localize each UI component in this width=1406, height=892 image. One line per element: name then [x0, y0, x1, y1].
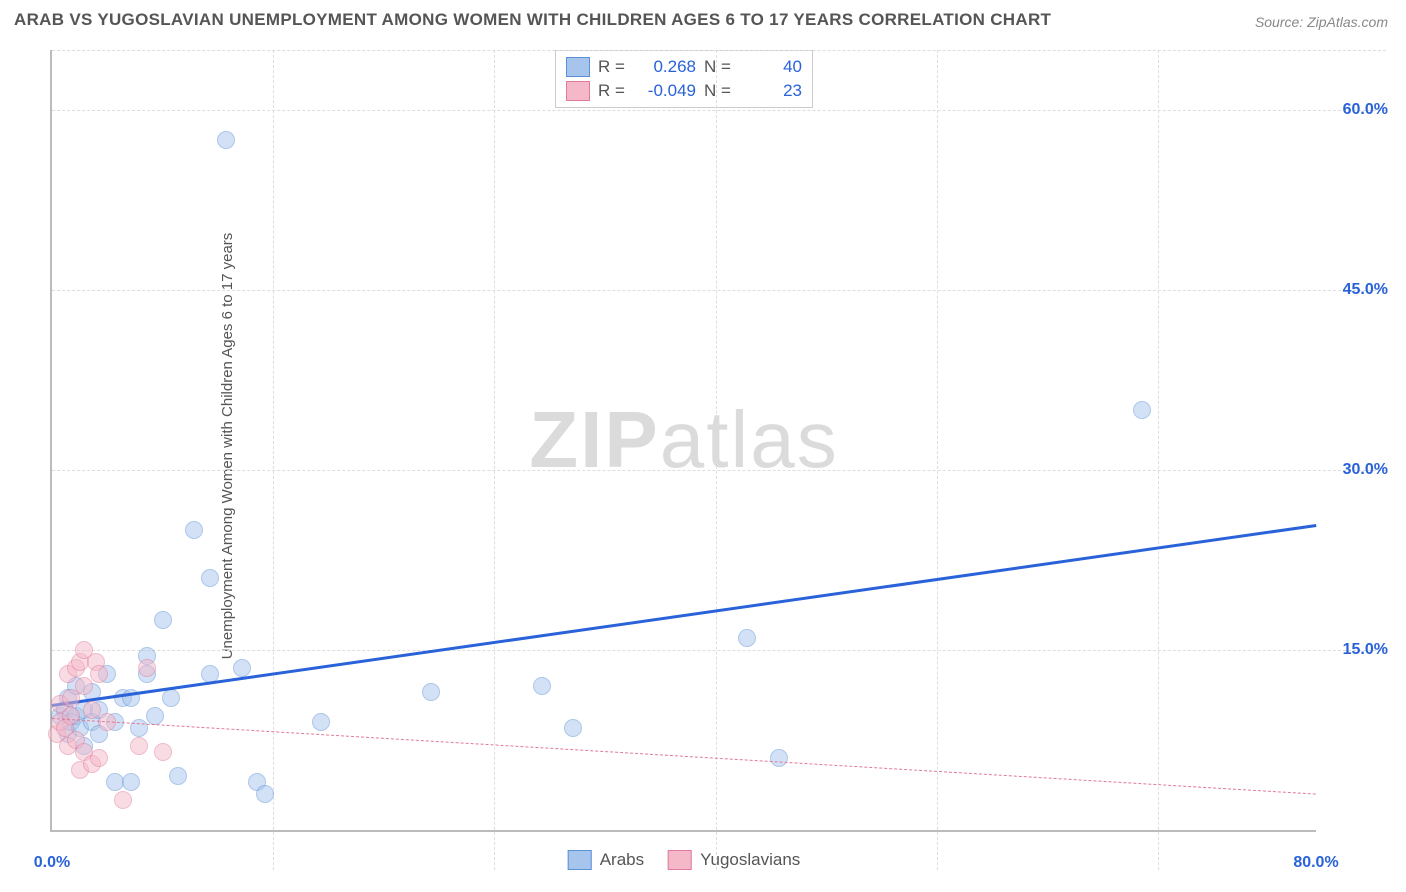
scatter-point: [90, 665, 108, 683]
scatter-point: [154, 611, 172, 629]
r-label: R =: [598, 57, 628, 77]
scatter-point: [90, 749, 108, 767]
scatter-point: [130, 737, 148, 755]
legend-item-yugoslavians: Yugoslavians: [668, 850, 800, 870]
legend-label-arabs: Arabs: [600, 850, 644, 870]
legend-swatch-arabs: [566, 57, 590, 77]
scatter-point: [185, 521, 203, 539]
scatter-point: [75, 677, 93, 695]
scatter-point: [169, 767, 187, 785]
trend-line: [52, 524, 1316, 707]
stats-legend-row-arabs: R = 0.268 N = 40: [566, 55, 802, 79]
scatter-point: [162, 689, 180, 707]
r-value-yugoslavians: -0.049: [636, 81, 696, 101]
source-attribution: Source: ZipAtlas.com: [1255, 14, 1388, 30]
trend-line: [52, 718, 1316, 795]
r-label: R =: [598, 81, 628, 101]
scatter-point: [738, 629, 756, 647]
scatter-point: [122, 773, 140, 791]
scatter-point: [217, 131, 235, 149]
scatter-point: [154, 743, 172, 761]
stats-legend-row-yugoslavians: R = -0.049 N = 23: [566, 79, 802, 103]
gridline-horizontal: [52, 50, 1386, 51]
y-tick-label: 30.0%: [1343, 461, 1388, 479]
n-label: N =: [704, 57, 734, 77]
x-tick-label: 80.0%: [1293, 854, 1338, 872]
gridline-vertical: [494, 50, 495, 870]
scatter-point: [770, 749, 788, 767]
scatter-point: [256, 785, 274, 803]
gridline-vertical: [273, 50, 274, 870]
legend-swatch-yugoslavians: [668, 850, 692, 870]
y-tick-label: 45.0%: [1343, 281, 1388, 299]
scatter-point: [422, 683, 440, 701]
gridline-horizontal: [52, 650, 1386, 651]
legend-swatch-yugoslavians: [566, 81, 590, 101]
scatter-point: [138, 659, 156, 677]
scatter-point: [62, 707, 80, 725]
watermark: ZIPatlas: [529, 394, 838, 486]
n-label: N =: [704, 81, 734, 101]
gridline-horizontal: [52, 290, 1386, 291]
n-value-yugoslavians: 23: [742, 81, 802, 101]
legend-item-arabs: Arabs: [568, 850, 644, 870]
scatter-point: [114, 791, 132, 809]
scatter-point: [201, 569, 219, 587]
y-tick-label: 15.0%: [1343, 641, 1388, 659]
series-legend: Arabs Yugoslavians: [568, 850, 801, 870]
scatter-point: [83, 701, 101, 719]
scatter-point: [146, 707, 164, 725]
scatter-point: [233, 659, 251, 677]
y-tick-label: 60.0%: [1343, 101, 1388, 119]
x-tick-label: 0.0%: [34, 854, 70, 872]
gridline-vertical: [1158, 50, 1159, 870]
gridline-horizontal: [52, 110, 1386, 111]
stats-legend: R = 0.268 N = 40 R = -0.049 N = 23: [555, 50, 813, 108]
plot-area: ZIPatlas R = 0.268 N = 40 R = -0.049 N =…: [50, 50, 1316, 832]
scatter-point: [312, 713, 330, 731]
scatter-point: [1133, 401, 1151, 419]
r-value-arabs: 0.268: [636, 57, 696, 77]
scatter-point: [533, 677, 551, 695]
gridline-vertical: [716, 50, 717, 870]
chart-title: ARAB VS YUGOSLAVIAN UNEMPLOYMENT AMONG W…: [14, 10, 1051, 30]
gridline-horizontal: [52, 470, 1386, 471]
scatter-point: [564, 719, 582, 737]
n-value-arabs: 40: [742, 57, 802, 77]
gridline-vertical: [937, 50, 938, 870]
legend-swatch-arabs: [568, 850, 592, 870]
scatter-point: [130, 719, 148, 737]
correlation-chart: ARAB VS YUGOSLAVIAN UNEMPLOYMENT AMONG W…: [0, 0, 1406, 892]
